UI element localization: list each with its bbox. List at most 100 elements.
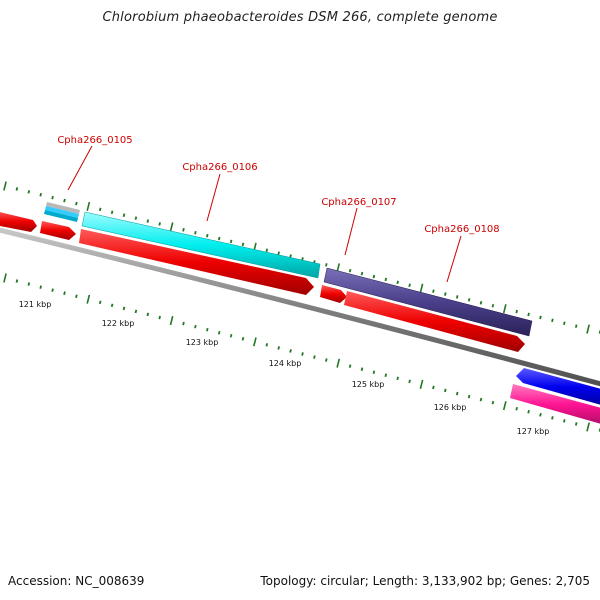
outer-track-minor-tick: [75, 201, 78, 206]
gene-label-0105[interactable]: Cpha266_0105: [57, 135, 132, 146]
inner-track-minor-tick: [527, 409, 530, 414]
outer-track-minor-tick: [39, 192, 42, 197]
outer-track-minor-tick: [289, 254, 292, 258]
inner-track-minor-tick: [444, 388, 447, 393]
inner-track-minor-tick: [206, 327, 209, 332]
outer-track-minor-tick: [63, 198, 66, 203]
outer-track-minor-tick: [241, 242, 245, 247]
inner-track-major-tick: [86, 294, 91, 304]
inner-track-minor-tick: [301, 352, 304, 356]
inner-tick-track: [3, 273, 600, 432]
blue-feature-arrow[interactable]: [516, 368, 600, 406]
scale-label-122: 122 kbp: [102, 319, 135, 328]
inner-track-minor-tick: [539, 412, 542, 417]
gene-cpha266-0105-feature[interactable]: [44, 202, 80, 222]
gene-label-0107[interactable]: Cpha266_0107: [321, 197, 396, 208]
gene-cpha266-0106-feature[interactable]: [81, 211, 321, 279]
inner-track-minor-tick: [265, 343, 269, 347]
cds-arrow-0108[interactable]: [344, 291, 525, 352]
inner-track-minor-tick: [348, 364, 352, 368]
inner-track-minor-tick: [384, 373, 388, 378]
outer-track-major-tick: [3, 181, 7, 191]
gene-cpha266-0107-feature[interactable]: [323, 267, 533, 337]
outer-track-minor-tick: [360, 271, 364, 276]
outer-track-minor-tick: [325, 263, 328, 267]
inner-track-major-tick: [502, 401, 507, 411]
outer-track-minor-tick: [15, 187, 19, 191]
cds-arrow-0107[interactable]: [320, 285, 347, 303]
scale-label-121: 121 kbp: [19, 300, 52, 309]
inner-track-minor-tick: [229, 333, 233, 338]
inner-track-minor-tick: [51, 288, 54, 292]
outer-track-minor-tick: [372, 274, 376, 279]
inner-track-minor-tick: [515, 406, 518, 411]
outer-track-minor-tick: [206, 233, 209, 238]
outer-track-major-tick: [86, 201, 91, 211]
inner-track-minor-tick: [574, 422, 578, 426]
inner-track-major-tick: [253, 337, 257, 347]
cds-arrow-left[interactable]: [0, 211, 37, 232]
outer-track-minor-tick: [110, 210, 114, 215]
outer-track-major-tick: [419, 283, 424, 293]
outer-track-minor-tick: [527, 312, 530, 317]
inner-track-minor-tick: [563, 419, 566, 423]
scale-label-127: 127 kbp: [517, 427, 550, 436]
inner-track-minor-tick: [551, 416, 554, 420]
scale-label-125: 125 kbp: [352, 380, 385, 389]
gene-label-0108[interactable]: Cpha266_0108: [424, 224, 499, 235]
outer-track-minor-tick: [27, 190, 31, 194]
inner-track-minor-tick: [408, 379, 411, 384]
outer-track-minor-tick: [467, 298, 471, 302]
inner-track-minor-tick: [15, 279, 19, 283]
inner-track-minor-tick: [479, 397, 483, 402]
cds-arrow-0105[interactable]: [40, 221, 76, 240]
gene-label-leader-0108: [446, 235, 462, 283]
inner-track-minor-tick: [467, 394, 471, 399]
outer-track-minor-tick: [122, 213, 126, 218]
inner-track-minor-tick: [158, 315, 161, 320]
inner-track-major-tick: [419, 379, 424, 389]
outer-track-major-tick: [169, 222, 174, 232]
inner-track-minor-tick: [396, 376, 399, 381]
outer-track-minor-tick: [348, 268, 352, 273]
inner-track-minor-tick: [277, 346, 280, 350]
inner-track-minor-tick: [217, 330, 221, 335]
inner-track-minor-tick: [98, 300, 102, 305]
outer-track-major-tick: [502, 304, 507, 314]
outer-track-minor-tick: [51, 195, 54, 200]
inner-track-minor-tick: [146, 312, 150, 317]
outer-track-minor-tick: [146, 219, 150, 223]
gene-label-leader-0107: [344, 207, 358, 256]
gene-label-leader-0105: [67, 145, 93, 191]
scale-label-124: 124 kbp: [269, 359, 302, 368]
outer-track-minor-tick: [134, 216, 138, 220]
outer-track-minor-tick: [265, 248, 269, 253]
map-title: Chlorobium phaeobacteroides DSM 266, com…: [102, 10, 498, 25]
pink-feature[interactable]: [510, 384, 600, 425]
outer-track-minor-tick: [396, 280, 399, 285]
cds-arrow-0106[interactable]: [79, 229, 314, 295]
inner-track-minor-tick: [27, 282, 31, 286]
gene-label-0106[interactable]: Cpha266_0106: [182, 162, 257, 173]
inner-track-minor-tick: [432, 385, 435, 390]
inner-track-minor-tick: [372, 370, 376, 375]
inner-track-minor-tick: [455, 391, 459, 396]
inner-track-major-tick: [3, 273, 7, 283]
outer-track-minor-tick: [229, 239, 233, 244]
inner-track-minor-tick: [122, 306, 126, 311]
outer-track-minor-tick: [408, 283, 411, 288]
outer-track-minor-tick: [515, 309, 518, 314]
outer-track-minor-tick: [444, 292, 447, 296]
outer-track-major-tick: [586, 324, 590, 334]
gene-label-leader-0106: [206, 173, 221, 222]
inner-track-minor-tick: [289, 349, 292, 353]
outer-track-minor-tick: [455, 295, 459, 299]
inner-track-major-tick: [586, 422, 590, 432]
outer-track-minor-tick: [182, 227, 185, 232]
outer-track-minor-tick: [563, 321, 566, 326]
inner-track-minor-tick: [194, 324, 197, 329]
outer-tick-track: [3, 181, 600, 334]
outer-track-minor-tick: [277, 251, 280, 255]
inner-track-major-tick: [169, 316, 174, 326]
